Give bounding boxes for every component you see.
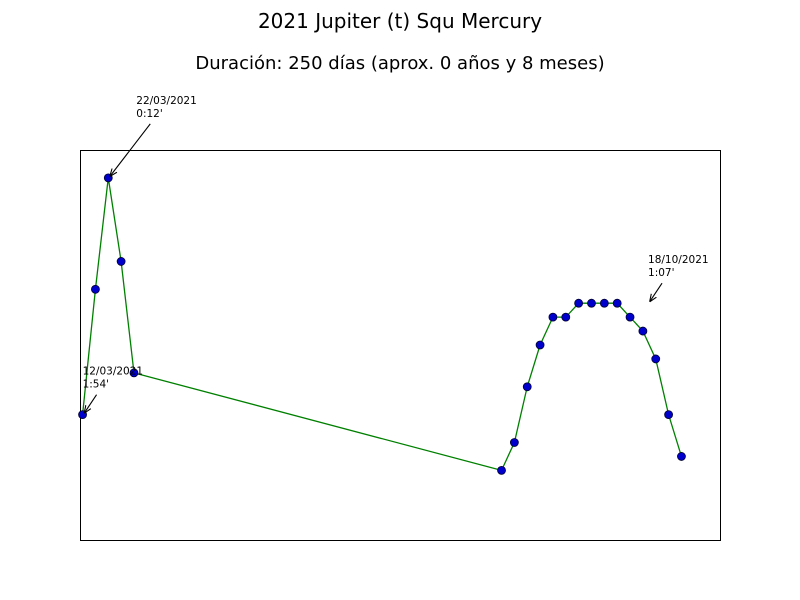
plot-area-frame [80, 150, 721, 541]
data-point [509, 438, 519, 447]
annotation-date: 12/03/2021 [83, 366, 144, 378]
data-point [548, 312, 558, 322]
annotation-date: 22/03/2021 [136, 95, 197, 107]
annotation-arrow [110, 123, 151, 176]
chart-subtitle: Duración: 250 días (aprox. 0 años y 8 me… [195, 53, 604, 74]
data-point [612, 298, 622, 308]
data-point [651, 354, 661, 364]
data-point [677, 452, 686, 461]
data-point [638, 326, 648, 336]
data-point [497, 465, 506, 475]
data-point [535, 340, 545, 350]
annotation-date: 18/10/2021 [648, 254, 709, 266]
marker-layer [78, 173, 686, 475]
data-point [599, 298, 609, 308]
data-point [116, 257, 126, 266]
annotation-value: 0:12' [136, 108, 162, 120]
data-point [129, 368, 139, 378]
data-point [91, 284, 100, 294]
annotation-arrow [650, 282, 663, 301]
annotation-value: 1:54' [83, 379, 109, 391]
annotation-value: 1:07' [648, 267, 674, 279]
chart-title: 2021 Jupiter (t) Squ Mercury [258, 9, 542, 33]
data-point [664, 410, 673, 420]
annotation-arrow [85, 394, 98, 413]
data-point [522, 382, 532, 392]
data-point [625, 312, 635, 322]
data-point [561, 312, 571, 322]
data-point [574, 298, 584, 308]
data-point [587, 298, 596, 308]
